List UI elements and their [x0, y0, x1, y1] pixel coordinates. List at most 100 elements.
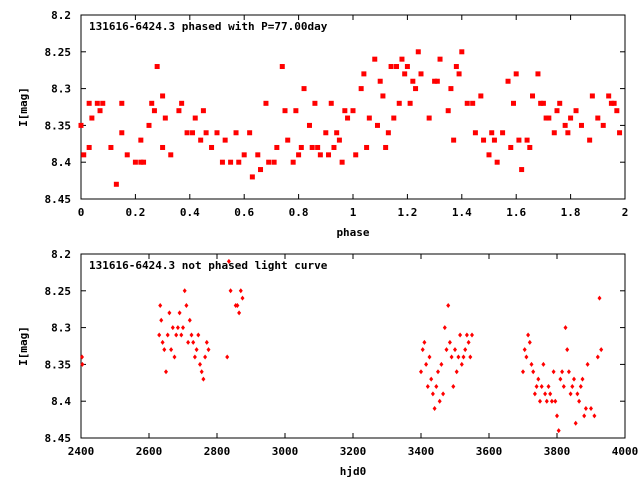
unphased-y-tick-label: 8.3: [51, 322, 71, 335]
unphased-data-point: [454, 369, 459, 375]
unphased-data-point: [466, 339, 471, 345]
phased-data-point: [323, 130, 329, 136]
unphased-data-point: [189, 332, 194, 338]
phased-data-point: [336, 137, 342, 143]
unphased-data-point: [563, 325, 568, 331]
unphased-data-point: [599, 347, 604, 353]
phased-data-point: [298, 144, 304, 150]
phased-x-tick-label: 1.2: [397, 206, 417, 219]
phased-data-point: [345, 115, 351, 121]
phased-data-point: [309, 144, 315, 150]
phased-data-point: [535, 71, 541, 77]
phased-data-point: [540, 100, 546, 106]
phased-data-point: [328, 100, 334, 106]
unphased-x-tick-label: 3800: [544, 445, 571, 458]
phased-data-point: [399, 56, 405, 62]
phased-data-point: [614, 108, 620, 114]
unphased-data-point: [551, 369, 556, 375]
phased-x-tick-label: 1.4: [452, 206, 472, 219]
phased-data-point: [432, 78, 438, 84]
unphased-data-point: [436, 369, 440, 375]
unphased-data-point: [169, 347, 174, 353]
unphased-data-point: [565, 347, 570, 353]
phased-data-point: [209, 144, 215, 150]
unphased-data-point: [177, 310, 182, 316]
unphased-data-point: [419, 369, 423, 375]
phased-data-point: [505, 78, 511, 84]
phased-data-point: [81, 152, 87, 158]
unphased-data-point: [532, 391, 537, 397]
phased-x-tick-label: 0.8: [289, 206, 309, 219]
phased-data-point: [94, 100, 100, 106]
phased-data-point: [97, 108, 103, 114]
phased-data-point: [200, 108, 206, 114]
phased-data-point: [489, 130, 495, 136]
phased-data-point: [249, 174, 255, 180]
phased-x-tick-label: 1.8: [561, 206, 581, 219]
unphased-data-point: [546, 383, 551, 389]
unphased-data-point: [429, 376, 434, 382]
phased-y-tick-label: 8.3: [51, 83, 71, 96]
phased-x-tick-label: 0.6: [234, 206, 254, 219]
phased-data-point: [151, 108, 157, 114]
unphased-data-point: [529, 361, 534, 367]
unphased-data-point: [524, 354, 529, 360]
unphased-x-tick-label: 4000: [612, 445, 639, 458]
phased-data-point: [448, 86, 454, 92]
phased-data-point: [527, 144, 533, 150]
phased-data-point: [546, 115, 552, 121]
phased-data-point: [100, 100, 106, 106]
unphased-data-point: [226, 258, 231, 264]
phased-x-tick-label: 2: [622, 206, 629, 219]
unphased-data-point: [578, 383, 583, 389]
phased-data-point: [500, 130, 506, 136]
unphased-data-point: [240, 295, 245, 301]
phased-data-point: [317, 152, 323, 158]
phased-data-point: [89, 115, 95, 121]
phased-data-point: [608, 100, 614, 106]
unphased-data-point: [206, 347, 211, 353]
phased-data-point: [510, 100, 516, 106]
phased-data-point: [410, 78, 416, 84]
phased-data-point: [162, 115, 168, 121]
unphased-data-point: [174, 332, 179, 338]
unphased-data-point: [167, 310, 172, 316]
unphased-data-point: [439, 361, 444, 367]
unphased-data-point: [165, 332, 170, 338]
phased-data-point: [236, 159, 242, 165]
unphased-data-point: [199, 369, 204, 375]
phased-data-point: [366, 115, 372, 121]
phased-data-point: [350, 108, 356, 114]
unphased-data-point: [553, 398, 558, 404]
phased-y-axis-label: I[mag]: [17, 87, 30, 127]
phased-data-point: [266, 159, 272, 165]
unphased-data-point: [592, 413, 597, 419]
phased-data-point: [508, 144, 514, 150]
phased-data-point: [255, 152, 261, 158]
phased-data-point: [138, 159, 144, 165]
unphased-data-point: [555, 413, 559, 419]
phased-data-point: [451, 137, 457, 143]
unphased-data-point: [182, 288, 187, 294]
phased-data-point: [434, 78, 440, 84]
phased-data-point: [160, 93, 166, 99]
unphased-data-point: [560, 369, 565, 375]
phased-data-point: [271, 159, 277, 165]
unphased-data-point: [577, 398, 582, 404]
phased-data-point: [358, 86, 364, 92]
unphased-data-point: [570, 383, 575, 389]
unphased-data-point: [158, 303, 163, 309]
phased-data-point: [86, 100, 92, 106]
phased-data-point: [383, 144, 389, 150]
unphased-data-point: [434, 383, 439, 389]
unphased-data-point: [442, 325, 447, 331]
unphased-data-point: [192, 354, 197, 360]
phased-data-point: [222, 137, 228, 143]
phased-data-point: [353, 152, 359, 158]
phased-data-point: [274, 144, 280, 150]
unphased-data-point: [453, 347, 457, 353]
phased-data-point: [233, 130, 239, 136]
phased-data-point: [491, 137, 497, 143]
phased-data-point: [418, 71, 424, 77]
phased-y-tick-label: 8.35: [45, 119, 72, 132]
